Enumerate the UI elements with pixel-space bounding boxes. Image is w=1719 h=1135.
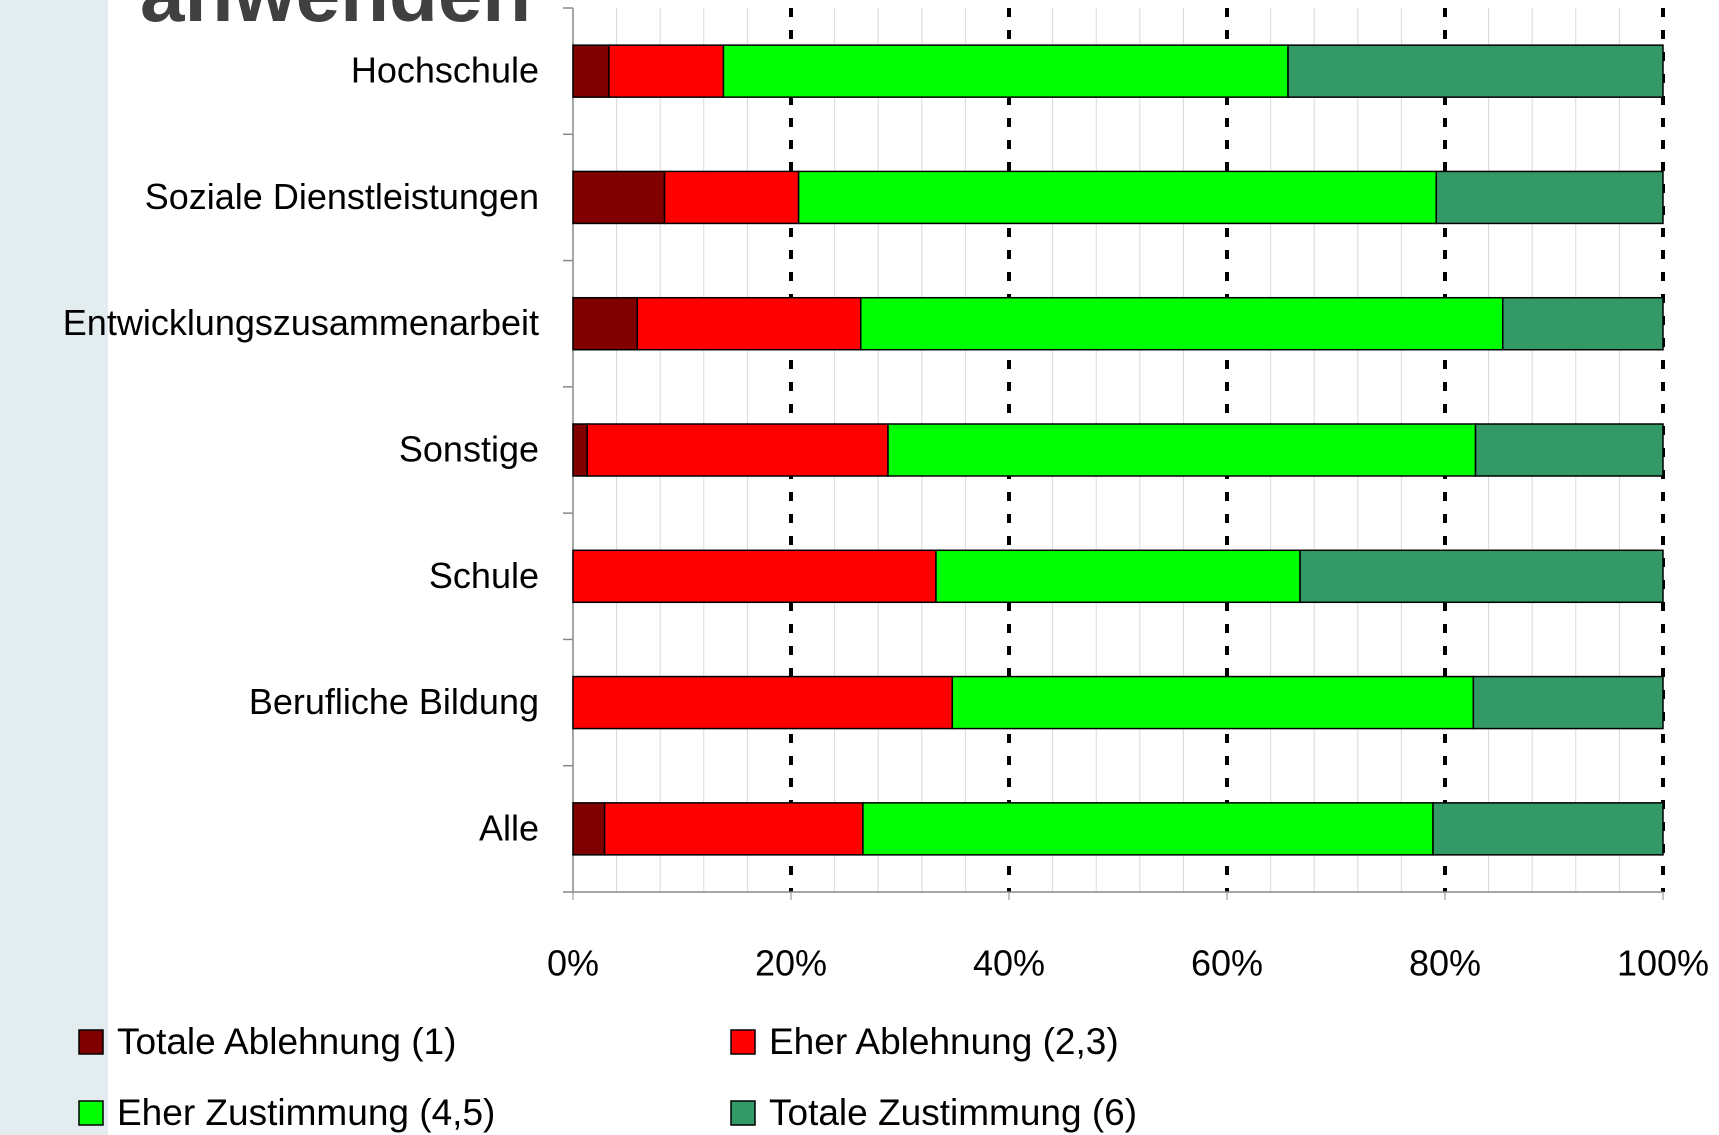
y-tick-label: Sonstige xyxy=(399,429,539,470)
bar-segment xyxy=(1435,170,1664,225)
y-tick-label: Entwicklungszusammenarbeit xyxy=(63,302,539,343)
bar-segment xyxy=(608,44,725,98)
legend-swatch xyxy=(78,1100,104,1126)
bar-segment xyxy=(887,423,1477,477)
legend-label: Eher Zustimmung (4,5) xyxy=(117,1092,495,1133)
y-tick-label: Berufliche Bildung xyxy=(249,681,539,722)
bar-segment xyxy=(603,802,864,856)
bar-segment xyxy=(951,675,1475,730)
x-tick-label: 40% xyxy=(973,943,1045,984)
bar-segment xyxy=(636,296,862,351)
legend-label: Totale Ablehnung (1) xyxy=(117,1021,456,1062)
x-tick-label: 60% xyxy=(1191,943,1263,984)
bar-segment xyxy=(797,170,1438,225)
bar-segment xyxy=(1299,549,1664,604)
y-tick-label: Hochschule xyxy=(351,50,539,91)
bar-segment xyxy=(1502,296,1664,351)
legend-label: Eher Ablehnung (2,3) xyxy=(769,1021,1119,1062)
x-tick-label: 0% xyxy=(547,943,599,984)
bar-segment xyxy=(1432,802,1664,856)
bar-segment xyxy=(935,549,1301,604)
x-tick-label: 100% xyxy=(1617,943,1709,984)
y-tick-label: Alle xyxy=(479,807,539,848)
bar-segment xyxy=(860,296,1504,351)
bar-segment xyxy=(572,675,954,730)
bar-segment xyxy=(572,549,937,604)
bar-segment xyxy=(572,296,639,351)
bar-segment xyxy=(572,44,610,98)
bar-segment xyxy=(1472,675,1664,730)
bar-segment xyxy=(586,423,889,477)
chart-title: anwenden xyxy=(140,0,531,38)
bar-segment xyxy=(1287,44,1664,98)
x-tick-label: 80% xyxy=(1409,943,1481,984)
bar-segment xyxy=(862,802,1434,856)
bar-segment xyxy=(572,170,666,225)
bar-segment xyxy=(1474,423,1664,477)
bar-segment xyxy=(572,802,606,856)
legend-swatch xyxy=(78,1029,104,1055)
legend-swatch xyxy=(730,1100,756,1126)
bar-segment xyxy=(663,170,800,225)
bar-segment xyxy=(572,423,588,477)
y-tick-label: Soziale Dienstleistungen xyxy=(145,176,539,217)
y-tick-label: Schule xyxy=(429,555,539,596)
legend-swatch xyxy=(730,1029,756,1055)
bar-segment xyxy=(722,44,1289,98)
x-tick-label: 20% xyxy=(755,943,827,984)
legend-label: Totale Zustimmung (6) xyxy=(769,1092,1137,1133)
side-panel xyxy=(0,0,108,1135)
